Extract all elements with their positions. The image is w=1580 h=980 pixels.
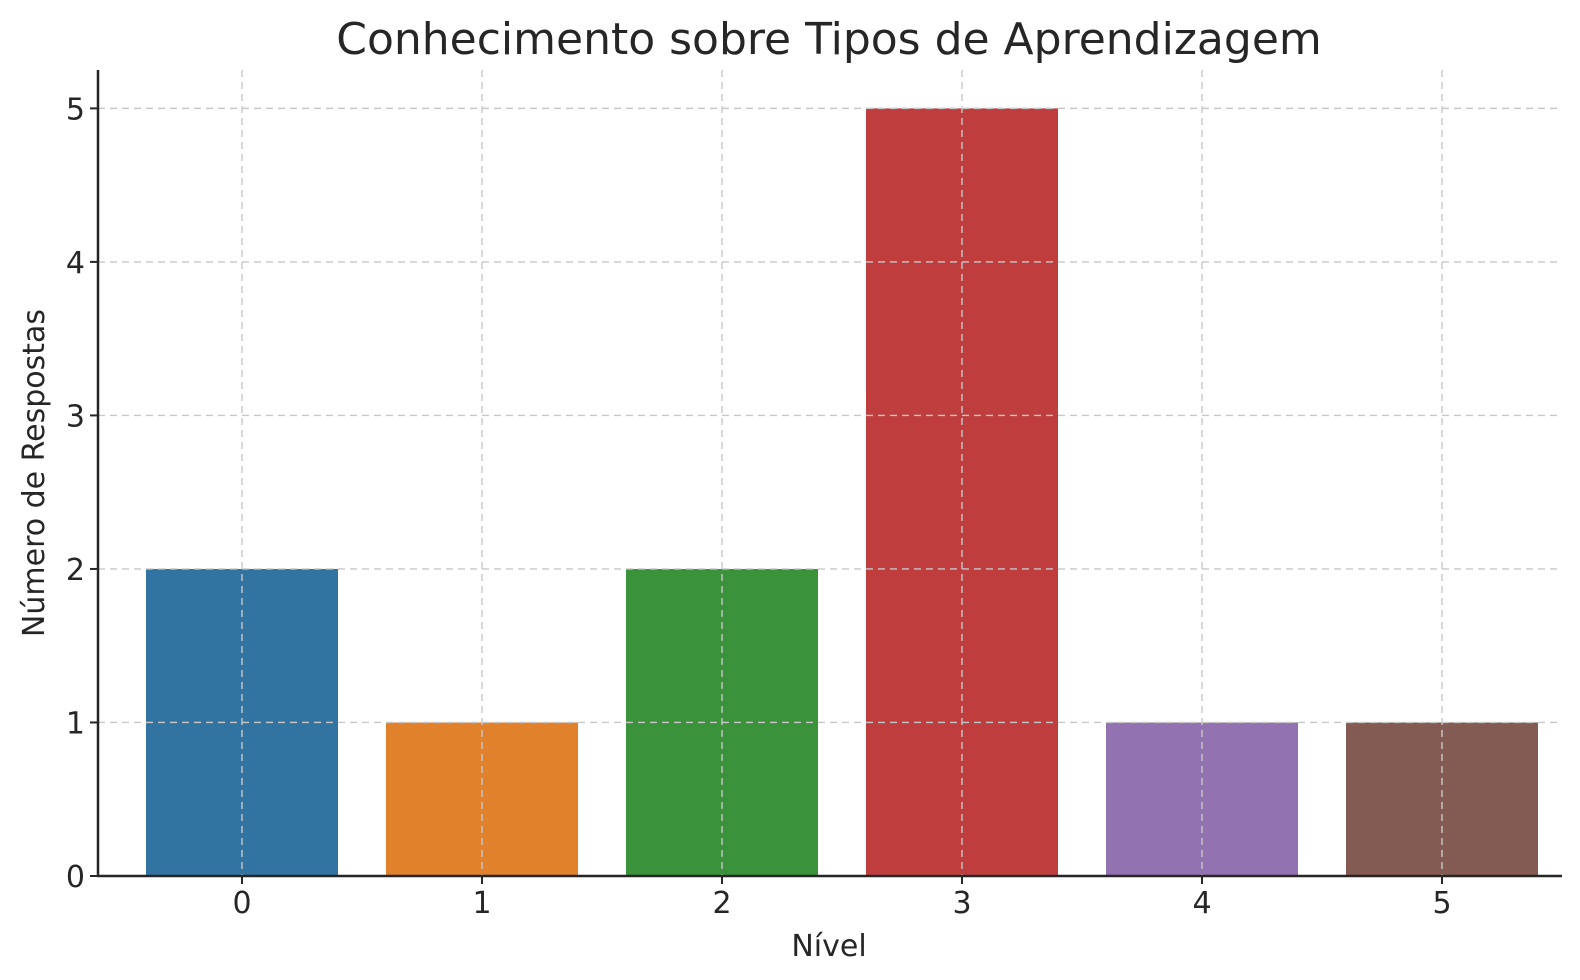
y-tick-label: 1: [66, 706, 85, 741]
x-tick-label: 3: [952, 886, 971, 921]
ticks: 0 1 2 3 4 5 0 1 2 3 4 5: [66, 92, 1452, 921]
chart-title: Conhecimento sobre Tipos de Aprendizagem: [336, 14, 1322, 65]
x-tick-label: 5: [1432, 886, 1451, 921]
x-tick-label: 0: [232, 886, 251, 921]
x-tick-label: 2: [712, 886, 731, 921]
y-axis-label: Número de Respostas: [17, 309, 52, 637]
x-axis-label: Nível: [791, 929, 866, 964]
grid: [98, 70, 1562, 876]
y-tick-label: 3: [66, 399, 85, 434]
y-tick-label: 2: [66, 553, 85, 588]
y-tick-label: 4: [66, 246, 85, 281]
y-tick-label: 5: [66, 92, 85, 127]
x-tick-label: 1: [472, 886, 491, 921]
bars: [146, 108, 1538, 876]
y-tick-label: 0: [66, 860, 85, 895]
x-tick-label: 4: [1192, 886, 1211, 921]
axes: [96, 70, 1562, 878]
